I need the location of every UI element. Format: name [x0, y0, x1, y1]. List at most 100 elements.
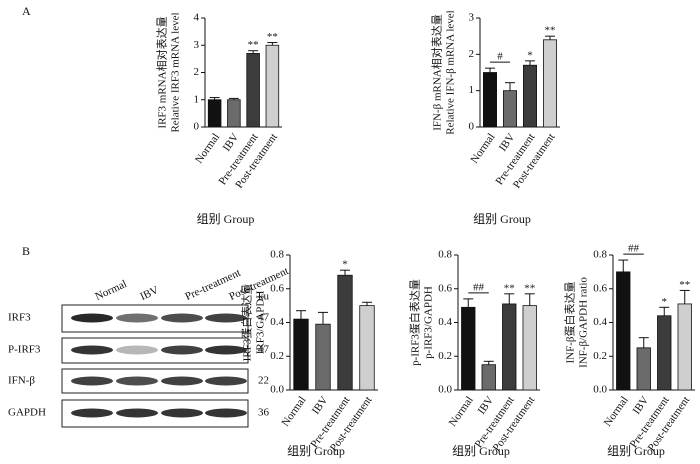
blot-band — [205, 408, 247, 418]
error-bar — [505, 82, 515, 91]
significance-marker: ** — [267, 31, 278, 43]
y-tick-label: 2 — [194, 66, 200, 78]
error-bar — [545, 35, 555, 40]
y-tick-label: 1 — [194, 93, 200, 105]
y-tick-label: 0.6 — [438, 282, 452, 294]
blot-band — [71, 345, 113, 355]
bar — [481, 364, 496, 391]
y-tick-label: 0.2 — [438, 350, 452, 362]
row-label: IRF3 — [8, 312, 31, 324]
y-axis-title: IRF3 mRNA相对表达量 — [155, 16, 169, 128]
size-label: 47 — [258, 344, 270, 356]
y-axis-title: Relative IRF3 mRNA level — [170, 12, 182, 132]
y-tick-label: 4 — [194, 12, 200, 24]
y-tick-label: 0.0 — [438, 384, 452, 396]
panel-label: A — [22, 4, 31, 18]
blot-band — [161, 313, 203, 323]
y-axis-title: IRF3/GAPDH — [255, 291, 267, 355]
bar — [522, 305, 537, 391]
error-bar — [340, 269, 350, 276]
blot-band — [116, 345, 158, 355]
x-axis-title: 组别 Group — [473, 212, 531, 226]
row-label: GAPDH — [8, 407, 46, 419]
error-bar — [362, 301, 372, 306]
error-bar — [485, 67, 495, 73]
significance-marker: ** — [679, 279, 690, 291]
x-axis-title: 组别 Group — [607, 444, 665, 458]
y-tick-label: 0.0 — [593, 384, 607, 396]
error-bar — [228, 97, 239, 100]
significance-marker: * — [527, 49, 533, 61]
y-tick-label: 0.2 — [593, 350, 607, 362]
significance-marker: ** — [524, 282, 535, 294]
y-axis-title: Relative IFN-β mRNA level — [445, 10, 457, 134]
bar — [359, 305, 375, 391]
blot-band — [205, 313, 247, 323]
y-tick-label: 0.6 — [270, 282, 284, 294]
blot-band — [116, 376, 158, 386]
y-tick-label: 0.4 — [593, 316, 607, 328]
bar — [293, 318, 309, 391]
bar — [207, 99, 222, 128]
error-bar — [267, 42, 278, 46]
y-tick-label: 0.8 — [593, 249, 607, 261]
bar — [657, 315, 672, 391]
error-bar — [296, 310, 306, 320]
y-tick-label: 0.4 — [270, 316, 284, 328]
bar — [246, 53, 260, 128]
bar — [502, 90, 517, 128]
blot-band — [205, 345, 247, 355]
significance-marker: * — [662, 296, 668, 308]
x-tick-label: Normal — [279, 394, 308, 428]
row-label: P-IRF3 — [8, 344, 41, 356]
y-axis-title: p-IRF3蛋白表达量 — [408, 279, 422, 366]
bar — [227, 99, 241, 128]
error-bar — [618, 259, 629, 272]
error-bar — [463, 298, 474, 308]
bar — [315, 323, 331, 391]
bar — [636, 347, 651, 391]
y-tick-label: 3 — [194, 39, 200, 51]
significance-marker: # — [497, 51, 503, 63]
error-bar — [483, 360, 494, 365]
significance-marker: ** — [504, 282, 515, 294]
significance-marker: ## — [473, 281, 485, 293]
size-label: 36 — [258, 407, 270, 419]
error-bar — [524, 293, 535, 306]
x-tick-label: IBV — [310, 394, 331, 416]
lane-label: IBV — [138, 284, 160, 303]
error-bar — [659, 306, 670, 316]
y-axis-title: IFN-β mRNA相对表达量 — [430, 14, 444, 131]
x-axis-title: 组别 Group — [452, 444, 510, 458]
y-axis-title: p-IRF3/GAPDH — [423, 286, 435, 359]
y-tick-label: 0.4 — [438, 316, 452, 328]
error-bar — [525, 60, 535, 66]
blot-band — [116, 408, 158, 418]
y-tick-label: 0.8 — [438, 249, 452, 261]
y-tick-label: 3 — [469, 12, 475, 24]
significance-marker: ** — [545, 25, 556, 37]
lane-label: Normal — [93, 278, 129, 303]
blot-band — [161, 408, 203, 418]
blot-band — [71, 376, 113, 386]
error-bar — [209, 97, 220, 100]
x-tick-label: Normal — [447, 394, 476, 428]
panel-label: B — [22, 244, 30, 258]
y-tick-label: 0 — [469, 121, 475, 133]
y-tick-label: 0.6 — [593, 282, 607, 294]
y-tick-label: 0.2 — [270, 350, 284, 362]
y-tick-label: 0 — [194, 121, 200, 133]
y-tick-label: 1 — [469, 84, 475, 96]
error-bar — [318, 311, 328, 325]
blot-band — [71, 313, 113, 323]
significance-marker: ** — [248, 39, 259, 51]
error-bar — [504, 293, 515, 304]
y-axis-title: IRF3蛋白表达量 — [240, 284, 254, 362]
unit-label: ku — [258, 291, 270, 303]
x-tick-label: Normal — [193, 131, 222, 165]
bar — [265, 44, 280, 128]
x-axis-title: 组别 Group — [287, 444, 345, 458]
blot-band — [205, 376, 247, 386]
error-bar — [679, 289, 690, 304]
bar — [677, 303, 692, 391]
